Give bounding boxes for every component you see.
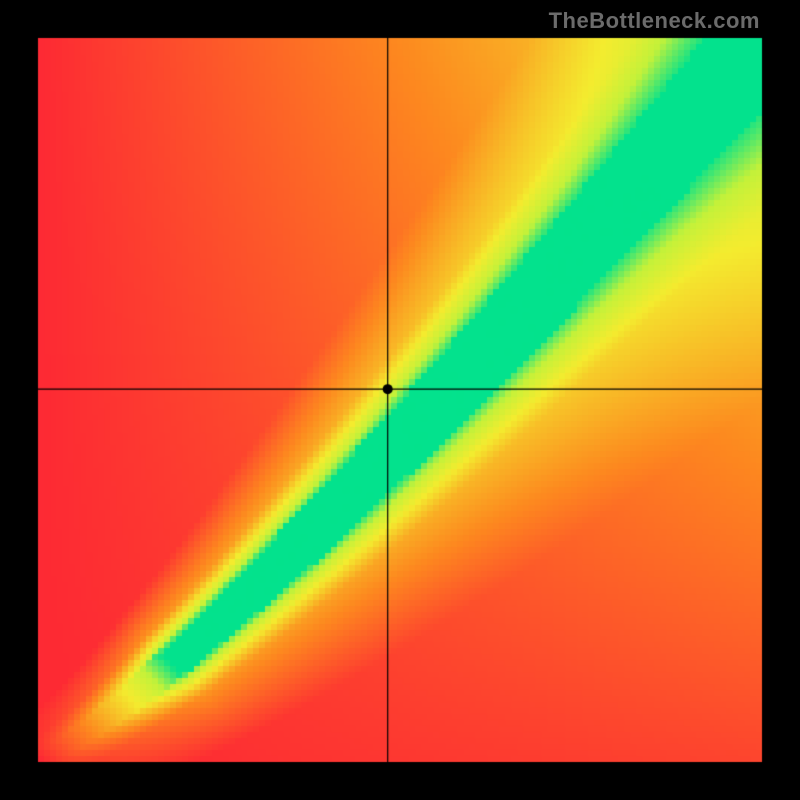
watermark-text: TheBottleneck.com xyxy=(549,8,760,34)
chart-container: TheBottleneck.com xyxy=(0,0,800,800)
bottleneck-heatmap-canvas xyxy=(0,0,800,800)
